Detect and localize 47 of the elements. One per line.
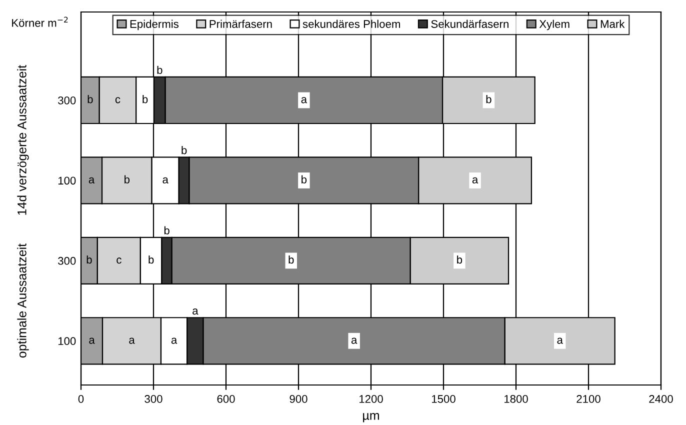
data-label: a [129,338,135,344]
data-label: a [162,177,168,184]
x-tick-label: 2100 [576,395,600,403]
data-label: a [171,338,178,344]
y-tick-label: 300 [58,96,76,104]
x-tick-label: 1800 [504,395,528,403]
text: optimale Aussaatzeit [17,244,29,358]
legend-label: Epidermis [130,20,179,30]
data-label: a [88,177,95,184]
data-label: b [457,255,462,264]
x-tick-label: 0 [78,395,84,403]
x-axis-title: µm [363,412,379,422]
data-label: b [486,95,492,104]
x-tick-label: 600 [217,395,235,403]
data-label: b [164,226,170,234]
data-label: c [115,97,120,104]
y-tick-label: 100 [58,176,76,185]
data-label: a [89,338,95,344]
data-label: a [472,177,478,184]
legend-label: Mark [600,20,625,28]
data-label: b [157,66,162,74]
x-tick-label: 300 [144,395,162,403]
data-label: b [302,175,307,184]
data-label: b [182,146,187,154]
y-tick-label: 100 [58,337,76,346]
data-label: c [116,258,122,264]
x-tick-label: 900 [290,395,308,403]
data-label: b [148,255,154,264]
data-label: a [192,308,198,315]
data-label: a [557,338,563,344]
data-label: b [86,255,92,264]
data-label: b [124,175,130,184]
data-label: a [351,338,358,344]
legend-label: sekundäres Phloem [302,20,400,28]
legend-label: Sekundärfasern [431,20,508,28]
legend-label: Xylem [539,20,570,30]
text: 14d verzögerte Aussaatzeit [17,65,29,215]
text: Körner m$^{−2}$ [12,16,68,27]
data-label: b [288,255,294,264]
data-label: b [142,95,148,104]
y-tick-label: 300 [58,256,76,265]
x-tick-label: 2400 [649,395,673,403]
x-tick-label: 1200 [359,395,383,403]
legend-label: Primärfasern [210,20,272,28]
x-tick-label: 1500 [432,395,456,403]
data-label: b [88,95,93,104]
data-label: a [301,97,308,104]
